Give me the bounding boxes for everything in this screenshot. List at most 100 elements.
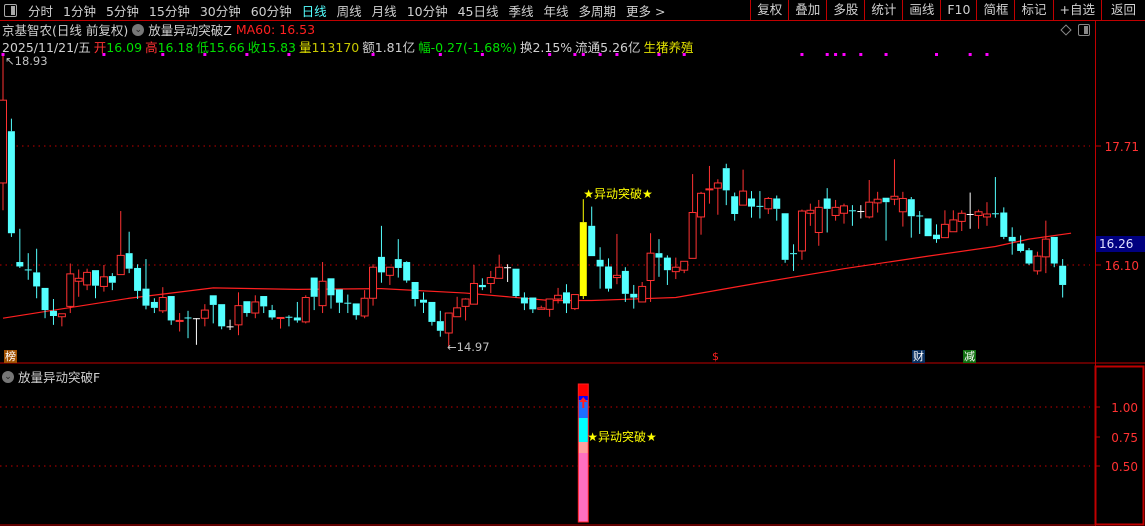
candle[interactable] bbox=[92, 270, 100, 299]
candle[interactable] bbox=[680, 260, 689, 274]
sub-indicator-name[interactable]: 放量异动突破F bbox=[18, 370, 101, 385]
candle[interactable] bbox=[848, 205, 856, 226]
candle[interactable] bbox=[276, 316, 285, 329]
candle[interactable] bbox=[806, 203, 815, 226]
candle[interactable] bbox=[184, 310, 192, 339]
cai-marker[interactable]: 财 bbox=[912, 350, 925, 363]
candle[interactable] bbox=[158, 287, 167, 314]
candle[interactable] bbox=[175, 313, 184, 332]
candle[interactable] bbox=[605, 258, 613, 292]
candle[interactable] bbox=[831, 199, 840, 221]
candle[interactable] bbox=[537, 305, 546, 310]
candle[interactable] bbox=[49, 298, 57, 325]
candle[interactable] bbox=[982, 202, 991, 226]
period-tab[interactable]: 15分钟 bbox=[148, 3, 190, 19]
period-tab[interactable]: 多周期 bbox=[578, 3, 617, 19]
candle[interactable] bbox=[150, 298, 158, 314]
candle[interactable] bbox=[907, 196, 915, 238]
toolbar-button[interactable]: 标记 bbox=[1015, 0, 1054, 20]
toolbar-button[interactable]: 多股 bbox=[827, 0, 866, 20]
toolbar-button[interactable]: 返回 bbox=[1110, 2, 1136, 17]
candle[interactable] bbox=[630, 284, 638, 309]
candle[interactable] bbox=[916, 211, 924, 234]
candle[interactable] bbox=[865, 179, 874, 219]
candle[interactable] bbox=[949, 210, 958, 233]
candle[interactable] bbox=[781, 213, 789, 263]
candle[interactable] bbox=[722, 163, 730, 206]
period-tab[interactable]: 月线 bbox=[371, 3, 397, 19]
candle[interactable] bbox=[1017, 235, 1025, 253]
candle[interactable] bbox=[1000, 207, 1008, 240]
candle[interactable] bbox=[638, 281, 647, 303]
candle[interactable] bbox=[251, 295, 260, 319]
toolbar-button[interactable]: 简框 bbox=[977, 0, 1016, 20]
candle[interactable] bbox=[369, 264, 378, 306]
toolbar-button[interactable]: F10 bbox=[941, 0, 978, 20]
candle[interactable] bbox=[335, 289, 343, 314]
candle[interactable] bbox=[444, 312, 453, 349]
candle[interactable] bbox=[873, 191, 882, 213]
candle[interactable] bbox=[520, 292, 528, 311]
candle[interactable] bbox=[411, 281, 419, 307]
candle[interactable] bbox=[814, 199, 823, 246]
candle[interactable] bbox=[562, 284, 570, 314]
period-tab[interactable]: 10分钟 bbox=[406, 3, 448, 19]
chevron-down-icon[interactable]: ⌄ bbox=[2, 370, 14, 383]
candle[interactable] bbox=[200, 304, 209, 327]
candle[interactable] bbox=[697, 191, 706, 235]
candle[interactable] bbox=[285, 315, 293, 327]
candle[interactable] bbox=[352, 303, 360, 320]
candle[interactable] bbox=[797, 209, 806, 260]
candle[interactable] bbox=[260, 296, 268, 314]
candle[interactable] bbox=[790, 244, 798, 271]
candle[interactable] bbox=[898, 191, 907, 227]
candle[interactable] bbox=[1033, 251, 1042, 275]
candle[interactable] bbox=[739, 169, 748, 206]
dollar-marker[interactable]: $ bbox=[712, 350, 719, 363]
candle[interactable] bbox=[301, 295, 310, 324]
candle[interactable] bbox=[991, 177, 999, 218]
candle[interactable] bbox=[570, 294, 579, 311]
candle[interactable] bbox=[773, 195, 781, 221]
candle[interactable] bbox=[512, 268, 520, 298]
period-tab[interactable]: 更多 > bbox=[626, 3, 666, 19]
candle[interactable] bbox=[24, 253, 32, 280]
candle[interactable] bbox=[1025, 247, 1033, 265]
candle[interactable] bbox=[688, 174, 697, 259]
candle[interactable] bbox=[268, 304, 276, 320]
candle[interactable] bbox=[385, 266, 394, 285]
panel-toggle-icon[interactable] bbox=[4, 3, 17, 17]
candle[interactable] bbox=[486, 270, 495, 294]
period-tab[interactable]: 45日线 bbox=[457, 3, 499, 19]
toolbar-button[interactable]: 复权 bbox=[751, 0, 790, 20]
candle[interactable] bbox=[116, 211, 125, 276]
candle[interactable] bbox=[41, 287, 49, 319]
candle[interactable] bbox=[545, 298, 554, 317]
candle[interactable] bbox=[74, 269, 83, 297]
candle[interactable] bbox=[974, 209, 983, 229]
candle[interactable] bbox=[0, 55, 7, 211]
candle[interactable] bbox=[588, 206, 596, 257]
candle[interactable] bbox=[142, 259, 150, 310]
period-tab[interactable]: 60分钟 bbox=[250, 3, 292, 19]
candle[interactable] bbox=[394, 239, 402, 278]
panel-toggle-icon[interactable] bbox=[1078, 24, 1090, 36]
candle[interactable] bbox=[33, 248, 41, 299]
period-tab[interactable]: 季线 bbox=[508, 3, 534, 19]
bang-marker[interactable]: 榜 bbox=[4, 350, 17, 363]
candle[interactable] bbox=[655, 239, 663, 277]
period-tab[interactable]: 5分钟 bbox=[105, 3, 139, 19]
candle[interactable] bbox=[529, 297, 537, 314]
diamond-icon[interactable] bbox=[1060, 24, 1072, 36]
candle[interactable] bbox=[966, 192, 974, 229]
candle[interactable] bbox=[646, 233, 655, 302]
candle[interactable] bbox=[428, 301, 436, 326]
candle[interactable] bbox=[377, 225, 385, 283]
candle[interactable] bbox=[209, 295, 217, 324]
candle[interactable] bbox=[167, 296, 175, 325]
candle[interactable] bbox=[134, 264, 142, 299]
candle[interactable] bbox=[764, 196, 773, 214]
candle[interactable] bbox=[234, 292, 243, 336]
candle[interactable] bbox=[436, 310, 444, 337]
